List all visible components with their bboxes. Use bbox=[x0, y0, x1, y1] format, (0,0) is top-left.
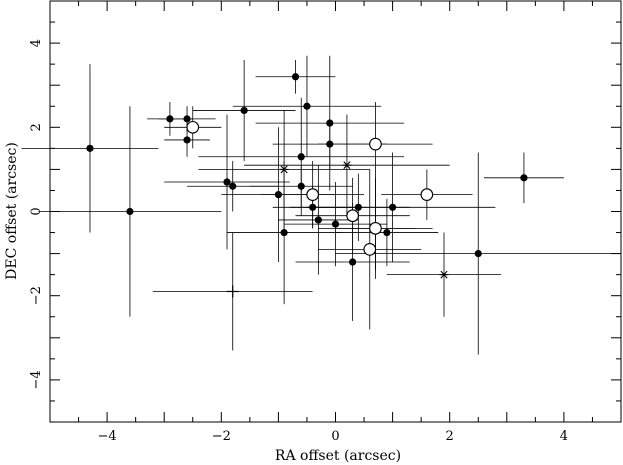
filled-circle-point bbox=[240, 106, 248, 115]
y-tick-label: 2 bbox=[29, 123, 44, 131]
filled-circle-point bbox=[303, 102, 311, 110]
y-tick-label: −4 bbox=[29, 370, 44, 389]
filled-circle-point bbox=[297, 182, 305, 190]
x-tick-label: −2 bbox=[212, 429, 231, 444]
y-tick-label: 0 bbox=[29, 207, 44, 215]
filled-circle-point bbox=[326, 119, 334, 127]
filled-circle-point bbox=[166, 115, 174, 123]
y-tick-label: 4 bbox=[29, 39, 44, 47]
x-tick-label: 0 bbox=[331, 429, 339, 444]
asterisk-stroke bbox=[440, 270, 448, 279]
filled-circle-point bbox=[309, 203, 317, 211]
filled-circle-point bbox=[229, 182, 237, 190]
filled-circle-point bbox=[86, 144, 94, 152]
open-circle-point bbox=[186, 120, 200, 134]
filled-circle-point bbox=[126, 207, 134, 216]
x-tick-label: 4 bbox=[560, 429, 568, 444]
filled-circle-point bbox=[183, 136, 191, 144]
filled-circle-point bbox=[389, 203, 397, 211]
open-circle-point bbox=[346, 209, 359, 223]
filled-circle-point bbox=[223, 178, 231, 186]
open-circle-point bbox=[369, 137, 382, 151]
error-bars bbox=[21, 55, 621, 355]
filled-circle-point bbox=[280, 228, 288, 237]
filled-circle-point bbox=[474, 250, 482, 258]
filled-circle-point bbox=[314, 216, 322, 224]
ticks-layer bbox=[49, 0, 622, 423]
tick-labels: −4 −2 0 2 4 −4 −2 0 2 4 bbox=[29, 39, 568, 444]
asterisk-point bbox=[279, 165, 289, 174]
open-circle-point bbox=[306, 188, 320, 202]
x-tick-label: −4 bbox=[98, 429, 117, 444]
plus-point bbox=[226, 285, 239, 298]
filled-circle-point bbox=[297, 153, 305, 161]
filled-circle-point bbox=[274, 191, 282, 199]
x-axis-label: RA offset (arcsec) bbox=[275, 448, 401, 464]
filled-circle-point bbox=[349, 258, 357, 266]
markers bbox=[86, 73, 528, 298]
filled-circle-point bbox=[383, 228, 391, 237]
filled-circle-point bbox=[291, 73, 300, 81]
asterisk-stroke bbox=[343, 161, 351, 170]
filled-circle-point bbox=[354, 203, 362, 211]
filled-circle-point bbox=[331, 220, 340, 228]
open-circle-point bbox=[363, 243, 377, 256]
y-tick-label: −2 bbox=[29, 286, 44, 305]
filled-circle-point bbox=[520, 174, 528, 182]
asterisk-point bbox=[342, 161, 352, 170]
x-tick-label: 2 bbox=[446, 429, 454, 444]
filled-circle-point bbox=[183, 115, 191, 123]
open-circle-point bbox=[369, 221, 382, 235]
open-circle-point bbox=[420, 188, 434, 202]
asterisk-stroke bbox=[280, 165, 288, 174]
asterisk-point bbox=[439, 270, 449, 279]
y-axis-label: DEC offset (arcsec) bbox=[4, 142, 20, 280]
filled-circle-point bbox=[326, 140, 334, 148]
